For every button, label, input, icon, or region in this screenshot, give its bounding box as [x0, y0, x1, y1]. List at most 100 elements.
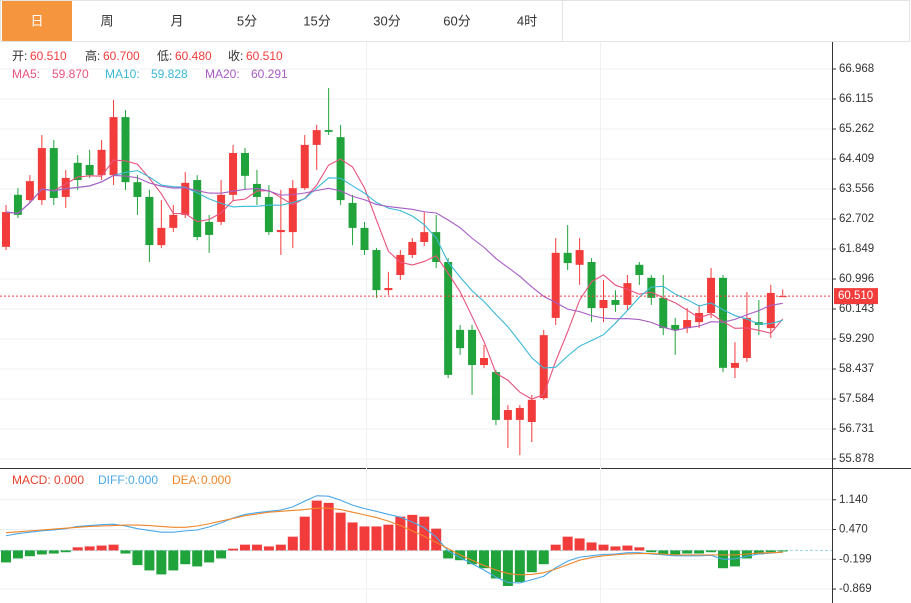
candle-body — [420, 232, 429, 242]
macd-bar — [24, 550, 35, 557]
macd-bar — [622, 545, 633, 551]
ma-value: 59.828 — [151, 67, 188, 81]
y-tick-label: -0.869 — [839, 583, 872, 595]
tab[interactable] — [422, 1, 492, 41]
candle-body — [527, 399, 536, 423]
candle-body — [778, 296, 787, 298]
y-tick-label: 66.115 — [839, 93, 873, 105]
candle-body — [133, 182, 142, 197]
ma-value: 60.291 — [251, 67, 288, 81]
macd-bar — [1, 550, 11, 563]
macd-bar — [694, 550, 705, 554]
tab[interactable] — [72, 1, 142, 41]
tab-label[interactable]: 30分 — [373, 13, 400, 28]
y-tick-label: 59.290 — [839, 333, 874, 345]
candle-body — [647, 277, 656, 298]
candle-body — [766, 292, 775, 329]
candle-body — [396, 254, 405, 276]
y-tick-label: 55.878 — [839, 453, 874, 465]
macd-bar — [84, 546, 95, 551]
macd-bar — [335, 512, 346, 551]
macd-bar — [407, 514, 418, 551]
tab-label[interactable]: 5分 — [237, 13, 257, 28]
tab[interactable] — [282, 1, 352, 41]
candle-body — [276, 229, 285, 233]
tab[interactable] — [492, 1, 562, 41]
tab-label[interactable]: 4时 — [517, 13, 537, 28]
candle-body — [157, 227, 166, 246]
tab[interactable] — [2, 1, 72, 41]
candle-body — [611, 299, 620, 305]
y-tick-label: 60.996 — [839, 273, 874, 285]
macd-bar — [240, 544, 250, 551]
candle-body — [205, 221, 214, 235]
macd-bar — [514, 550, 525, 582]
candle-body — [73, 162, 82, 181]
y-tick-label: 58.437 — [839, 363, 874, 375]
tab[interactable] — [212, 1, 282, 41]
macd-bar — [490, 550, 501, 579]
macd-bar — [108, 544, 119, 551]
macd-bar — [12, 550, 23, 559]
tab-label[interactable]: 月 — [170, 13, 183, 28]
legend-label: DIFF: — [98, 473, 128, 487]
tab-label[interactable]: 周 — [100, 13, 113, 28]
macd-bar — [132, 550, 143, 566]
ma-label: MA5: — [12, 67, 40, 81]
macd-bar — [526, 550, 537, 573]
macd-bar — [706, 550, 717, 553]
tab-label[interactable]: 日 — [30, 13, 43, 28]
ohlc-value: 60.700 — [103, 49, 140, 63]
candle-body — [97, 149, 106, 176]
macd-bar — [36, 550, 47, 555]
candle-body — [217, 194, 226, 222]
candle-body — [336, 137, 345, 201]
macd-bar — [383, 524, 394, 551]
candle-body — [683, 320, 692, 329]
macd-bar — [60, 550, 71, 553]
macd-bar — [144, 550, 155, 571]
candle-body — [300, 144, 309, 189]
tab-label[interactable]: 15分 — [303, 13, 330, 28]
tab[interactable] — [352, 1, 422, 41]
candle-body — [730, 362, 739, 368]
candle-body — [229, 152, 238, 195]
candle-body — [264, 196, 273, 233]
y-tick-label: 66.968 — [839, 63, 874, 75]
last-price-box — [834, 288, 878, 305]
tab[interactable] — [142, 1, 212, 41]
macd-bar — [443, 550, 454, 559]
candle-body — [468, 329, 477, 366]
tab-label[interactable]: 60分 — [443, 13, 470, 28]
y-tick-label: 61.849 — [839, 243, 874, 255]
candle-body — [456, 329, 465, 349]
macd-bar — [395, 516, 406, 551]
ohlc-value: 60.480 — [175, 49, 212, 63]
candle-body — [599, 299, 608, 309]
candle-body — [659, 297, 668, 329]
candle-body — [671, 324, 680, 330]
candle-body — [109, 117, 118, 176]
macd-bar — [323, 502, 334, 551]
candle-body — [241, 152, 249, 176]
y-tick-label: 1.140 — [839, 494, 868, 506]
ma-label: MA20: — [205, 67, 240, 81]
macd-bar — [96, 545, 107, 551]
macd-bar — [251, 544, 262, 551]
macd-bar — [156, 550, 167, 575]
macd-bar — [479, 550, 489, 569]
macd-bar — [347, 522, 358, 551]
ma-value: 59.870 — [52, 67, 89, 81]
y-tick-label: 63.556 — [839, 183, 874, 195]
candle-body — [372, 250, 381, 291]
macd-bar — [120, 550, 131, 554]
macd-bar — [371, 526, 382, 551]
legend-label: DEA: — [172, 473, 200, 487]
last-price-label: 60.510 — [838, 290, 873, 302]
y-tick-label: 56.731 — [839, 423, 874, 435]
candle-body — [121, 117, 130, 183]
candle-body — [742, 317, 751, 359]
candle-body — [563, 252, 572, 264]
candle-body — [252, 183, 261, 197]
